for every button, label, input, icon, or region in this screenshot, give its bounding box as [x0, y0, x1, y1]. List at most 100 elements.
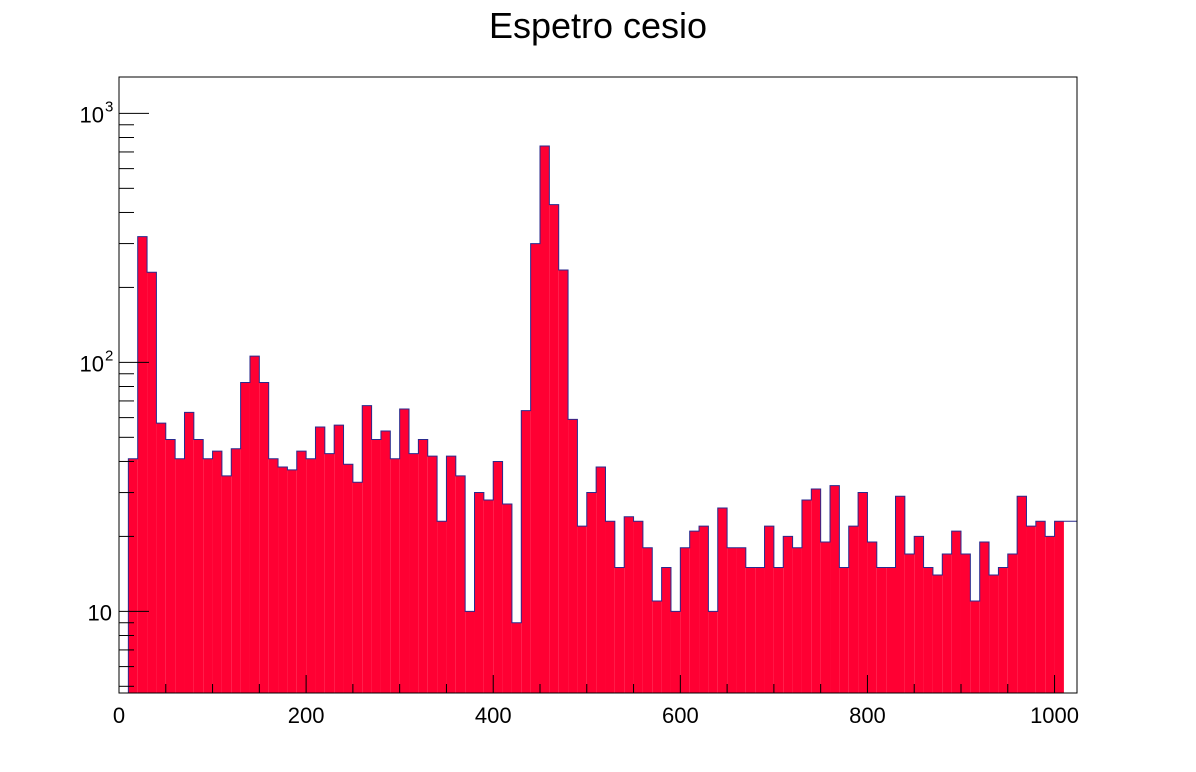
histogram-bar [380, 431, 391, 693]
histogram-bar [801, 500, 812, 693]
histogram-bar [586, 492, 597, 693]
histogram-bar [783, 536, 793, 693]
y-tick-label: 10 [80, 351, 104, 376]
x-tick-label: 1000 [1030, 703, 1079, 728]
histogram-bar [605, 521, 615, 693]
histogram-bar [231, 448, 241, 693]
histogram-bar [465, 611, 475, 693]
histogram-bar [558, 269, 569, 693]
histogram-bar [1017, 496, 1027, 693]
histogram-bar [437, 521, 447, 693]
histogram-bar [745, 567, 756, 693]
histogram-bar [418, 439, 428, 693]
x-tick-label: 0 [113, 703, 125, 728]
y-tick-exponent: 3 [105, 98, 113, 115]
histogram-bar [867, 541, 877, 693]
x-tick-label: 800 [849, 703, 886, 728]
histogram-bar [951, 531, 961, 693]
histogram-bar [708, 611, 718, 693]
histogram-bar [989, 574, 999, 693]
histogram-bar [203, 458, 213, 693]
histogram-bar [848, 526, 859, 693]
histogram-bar [970, 601, 980, 693]
histogram-bar [1026, 526, 1036, 693]
histogram-bar [979, 541, 990, 693]
histogram-bar [1035, 521, 1046, 693]
histogram-bar [493, 461, 503, 693]
histogram-bar [998, 567, 1008, 693]
x-tick-label: 600 [662, 703, 699, 728]
histogram-bar [474, 492, 484, 693]
histogram-bar [727, 547, 737, 693]
histogram-bar [306, 458, 316, 693]
histogram-outline-path [119, 145, 1077, 694]
histogram-bar [399, 408, 410, 693]
histogram-bar [624, 516, 634, 693]
histogram-bar [343, 464, 353, 693]
histogram-bar [764, 526, 774, 693]
y-tick-label: 10 [88, 600, 112, 625]
x-tick-label: 200 [288, 703, 325, 728]
histogram-bar [830, 485, 840, 693]
plot-frame [118, 76, 1078, 694]
histogram-bar [614, 567, 625, 693]
histogram-bar [259, 382, 269, 693]
histogram-bar [539, 145, 550, 694]
histogram-bar [858, 492, 868, 693]
histogram-bar [371, 439, 381, 693]
histogram-bar [942, 553, 952, 693]
histogram-outline [119, 145, 1077, 694]
histogram-bar [390, 458, 400, 693]
histogram-bar [352, 482, 363, 693]
histogram-bar [362, 405, 372, 693]
histogram-bar [652, 601, 662, 693]
histogram-bar [549, 204, 559, 693]
histogram-bar [249, 356, 260, 693]
histogram-bar [568, 419, 578, 693]
histogram-bar [287, 469, 297, 693]
histogram-bar [689, 531, 700, 693]
histogram-bar [334, 425, 344, 693]
histogram-bar [268, 458, 279, 693]
histogram-bar [1045, 536, 1055, 693]
histogram-bar [427, 456, 438, 693]
histogram-bar [839, 567, 849, 693]
histogram-bar [278, 466, 288, 693]
x-tick-label: 400 [475, 703, 512, 728]
histogram-bar [736, 547, 746, 693]
histogram-bar [1054, 521, 1064, 693]
histogram-bar [446, 456, 456, 693]
histogram-bar [502, 503, 512, 693]
histogram-bar [895, 496, 905, 693]
histogram-bar [932, 574, 943, 693]
histogram-bar [483, 500, 494, 693]
histogram-bar [661, 567, 671, 693]
histogram-bar [240, 382, 250, 693]
histogram-bar [511, 622, 522, 693]
histogram-bar [137, 236, 148, 693]
histogram-bar [886, 567, 896, 693]
histogram-bar [530, 243, 540, 694]
histogram-bar [699, 526, 709, 693]
histogram-bar [577, 526, 587, 693]
histogram-bar [184, 412, 194, 693]
histogram-bar [128, 458, 138, 693]
histogram-bar [596, 466, 606, 693]
histogram-bar [717, 508, 728, 693]
histogram-bar [811, 489, 821, 693]
histogram-bar [221, 475, 232, 693]
histogram-bar [296, 451, 307, 693]
histogram-bar [315, 427, 325, 693]
histogram-bar [755, 567, 765, 693]
histogram-bar [923, 567, 933, 693]
histogram-bars [128, 145, 1064, 694]
histogram-bar [521, 410, 531, 693]
y-tick-exponent: 2 [105, 347, 113, 364]
histogram-bar [680, 547, 690, 693]
histogram-bar [1007, 553, 1018, 693]
histogram-bar [904, 553, 915, 693]
histogram-bar [960, 553, 971, 693]
histogram-bar [324, 453, 335, 693]
histogram-bar [773, 567, 784, 693]
